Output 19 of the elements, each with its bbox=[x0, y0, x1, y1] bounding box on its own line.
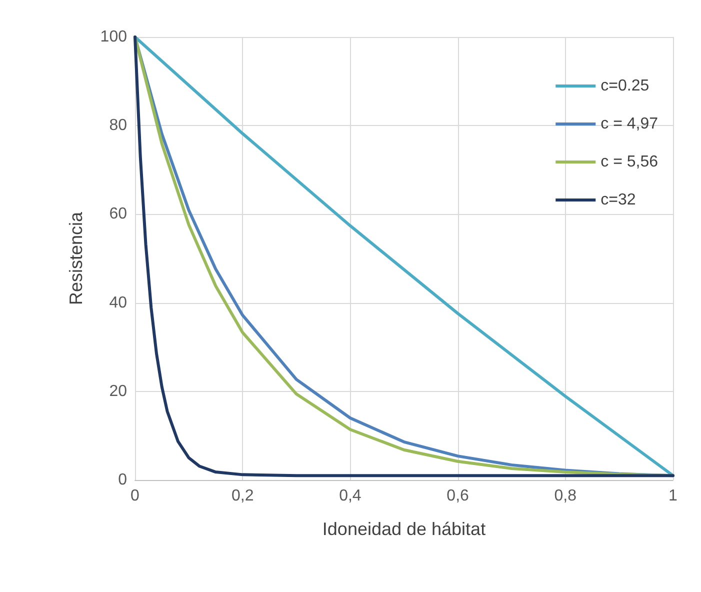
y-tick-label: 0 bbox=[118, 472, 128, 488]
legend-label: c = 5,56 bbox=[600, 154, 658, 170]
y-tick-label: 40 bbox=[109, 294, 128, 312]
x-tick-label: 0,2 bbox=[231, 488, 254, 504]
line-series bbox=[134, 36, 674, 478]
legend-label: c = 4,97 bbox=[600, 116, 658, 132]
y-tick-label: 100 bbox=[100, 28, 128, 46]
y-tick-label: 60 bbox=[109, 206, 128, 223]
y-axis-title: Resistencia bbox=[66, 210, 86, 306]
y-tick-label: 80 bbox=[109, 117, 128, 134]
x-tick-label: 0,4 bbox=[339, 488, 362, 504]
x-tick-label: 0,8 bbox=[554, 488, 577, 504]
y-tick-label: 20 bbox=[109, 382, 128, 400]
x-tick-label: 0,6 bbox=[446, 488, 470, 504]
x-tick-label: 0 bbox=[130, 488, 140, 504]
legend-label: c=0.25 bbox=[600, 78, 650, 94]
x-tick-label: 1 bbox=[668, 488, 678, 504]
legend-label: c=32 bbox=[600, 192, 636, 208]
x-axis-title: Idoneidad de hábitat bbox=[322, 519, 486, 539]
